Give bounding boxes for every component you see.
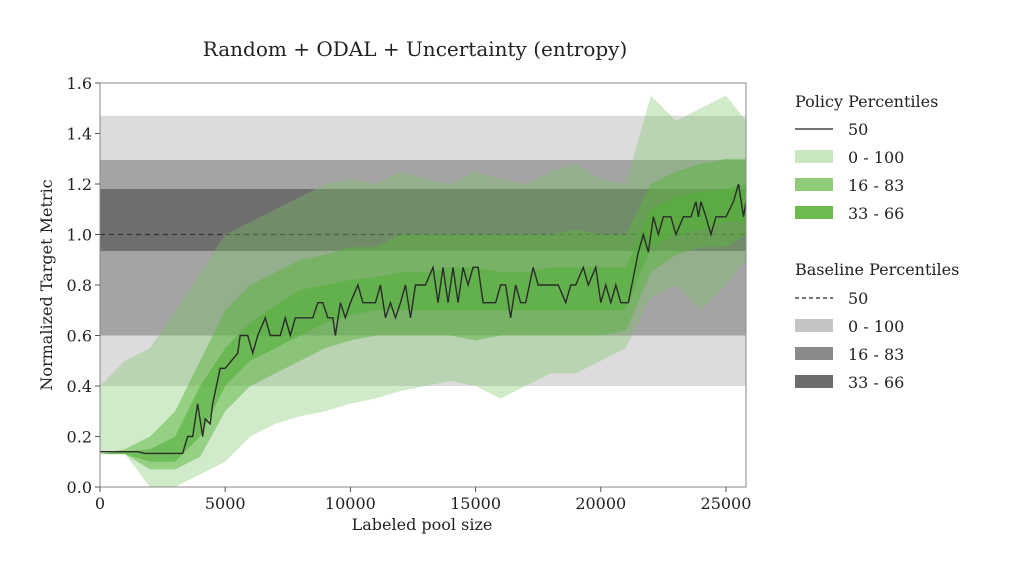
x-tick-label: 15000 [450, 494, 501, 513]
y-axis-label: Normalized Target Metric [37, 179, 56, 390]
y-tick-label: 0.8 [67, 276, 92, 295]
policy-median-line [100, 183, 746, 455]
baseline-legend-label: 33 - 66 [848, 373, 904, 392]
legend-policy-title: Policy Percentiles [795, 92, 938, 111]
y-tick-label: 1.4 [67, 125, 92, 144]
y-tick-label: 1.2 [67, 175, 92, 194]
plot-content [100, 95, 746, 487]
legend-baseline-title: Baseline Percentiles [795, 260, 959, 279]
plot-area [100, 95, 746, 487]
legend: Policy Percentiles Baseline Percentiles … [795, 92, 959, 392]
policy-band-16-83 [100, 158, 746, 470]
policy-legend-label: 0 - 100 [848, 148, 904, 167]
x-tick-label: 10000 [325, 494, 376, 513]
y-tick-label: 0.0 [67, 478, 92, 497]
y-tick-label: 0.6 [67, 327, 92, 346]
policy-legend-swatch [795, 206, 833, 219]
x-tick-label: 20000 [575, 494, 626, 513]
policy-legend-swatch [795, 150, 833, 163]
baseline-legend-swatch [795, 375, 833, 388]
baseline-legend-label: 0 - 100 [848, 317, 904, 336]
baseline-legend-label: 50 [848, 289, 868, 308]
baseline-legend-swatch [795, 347, 833, 360]
chart-title: Random + ODAL + Uncertainty (entropy) [203, 37, 628, 61]
y-tick-label: 0.4 [67, 377, 92, 396]
x-tick-label: 25000 [701, 494, 752, 513]
y-tick-label: 1.6 [67, 74, 92, 93]
y-tick-label: 0.2 [67, 428, 92, 447]
y-tick-label: 1.0 [67, 226, 92, 245]
policy-legend-label: 33 - 66 [848, 204, 904, 223]
policy-band-33-66 [100, 184, 746, 462]
baseline-legend-swatch [795, 319, 833, 332]
policy-legend-label: 50 [848, 120, 868, 139]
policy-legend-swatch [795, 178, 833, 191]
x-tick-label: 0 [95, 494, 105, 513]
axes: 0 5000 10000 15000 20000 25000 0.0 0.2 0.4 0.6 0.8… [67, 74, 752, 513]
policy-legend-label: 16 - 83 [848, 176, 904, 195]
x-axis-label: Labeled pool size [352, 515, 493, 534]
x-tick-label: 5000 [205, 494, 246, 513]
baseline-legend-label: 16 - 83 [848, 345, 904, 364]
